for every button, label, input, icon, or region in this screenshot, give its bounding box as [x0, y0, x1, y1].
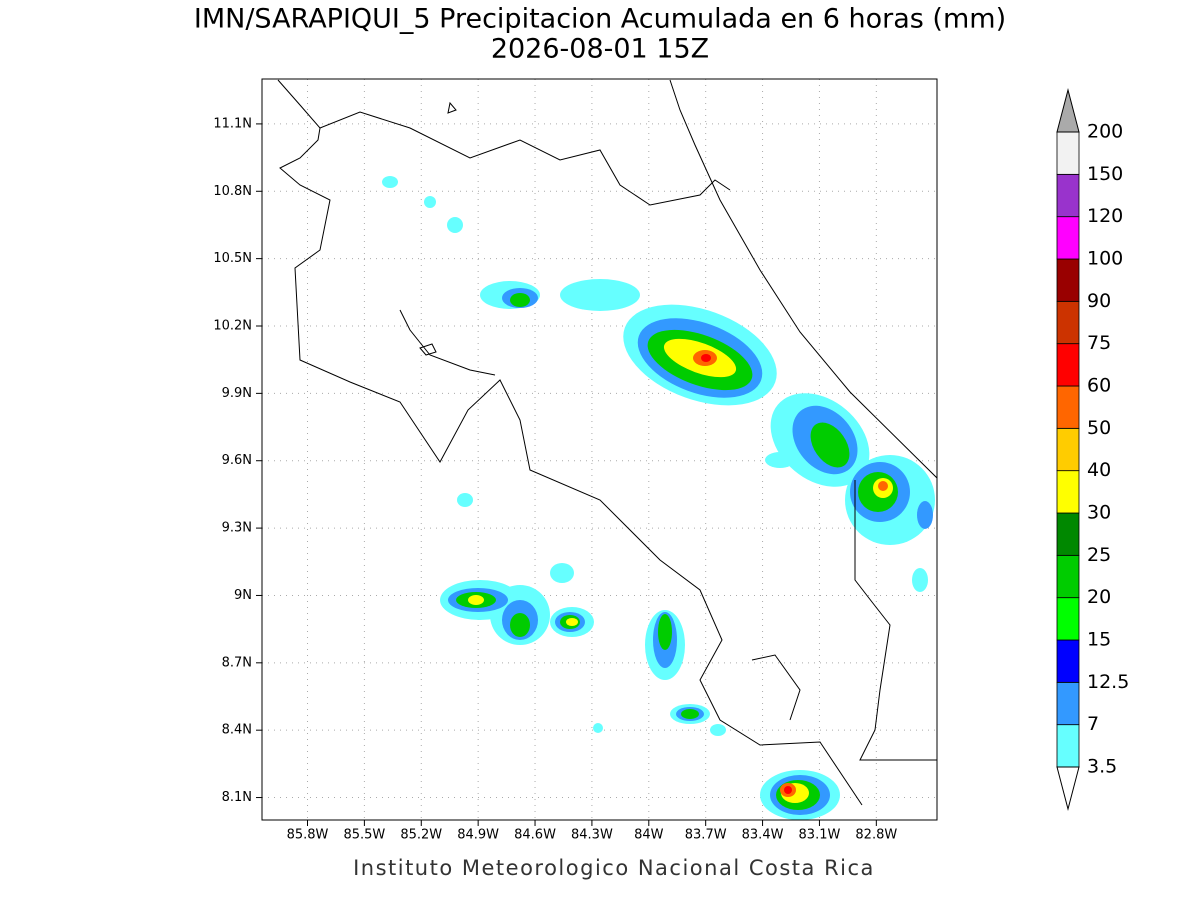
- lon-tick-label: 85.2W: [400, 828, 442, 843]
- colorbar-label: 7: [1087, 713, 1099, 735]
- precipitation: [382, 176, 935, 820]
- lat-tick-label: 8.7N: [222, 655, 252, 670]
- lon-tick-label: 85.5W: [343, 828, 385, 843]
- lat-tick-label: 10.8N: [213, 184, 252, 199]
- colorbar-label: 60: [1087, 375, 1111, 397]
- map-frame: [261, 78, 938, 821]
- colorbar: 3.5 7 12.5 15 20 25 30 40 50 60 75 90 100 120 150 200: [1056, 88, 1129, 811]
- colorbar-over: [1056, 88, 1080, 133]
- colorbar-label: 75: [1087, 332, 1111, 354]
- colorbar-box: [1056, 597, 1080, 641]
- lat-tick-label: 8.4N: [222, 723, 252, 738]
- subtitle: 2026-08-01 15Z: [491, 34, 709, 65]
- lon-tick-label: 83.1W: [799, 828, 841, 843]
- colorbar-label: 40: [1087, 459, 1111, 481]
- colorbar-box: [1056, 427, 1080, 472]
- colorbar-label: 25: [1087, 544, 1111, 566]
- lon-tick-label: 83.4W: [742, 828, 784, 843]
- colorbar-label: 100: [1087, 248, 1123, 270]
- colorbar-label: 3.5: [1087, 756, 1117, 778]
- colorbar-box: [1056, 343, 1080, 387]
- colorbar-label: 20: [1087, 586, 1111, 608]
- colorbar-box: [1056, 385, 1080, 429]
- colorbar-box: [1056, 173, 1080, 218]
- footer: Instituto Meteorologico Nacional Costa R…: [353, 856, 875, 880]
- lon-tick-label: 84.3W: [571, 828, 613, 843]
- colorbar-box: [1056, 470, 1080, 514]
- colorbar-box: [1056, 216, 1080, 260]
- colorbar-box: [1056, 681, 1080, 726]
- colorbar-label: 12.5: [1087, 671, 1129, 693]
- colorbar-label: 150: [1087, 163, 1123, 185]
- colorbar-label: 30: [1087, 502, 1111, 524]
- colorbar-label: 15: [1087, 629, 1111, 651]
- colorbar-label: 50: [1087, 417, 1111, 439]
- colorbar-box: [1056, 258, 1080, 302]
- lat-tick-label: 10.2N: [213, 319, 252, 334]
- lon-tick-label: 84.9W: [457, 828, 499, 843]
- lon-tick-label: 82.8W: [855, 828, 897, 843]
- lat-tick-label: 9N: [234, 588, 252, 603]
- colorbar-box: [1056, 639, 1080, 683]
- colorbar-box: [1056, 724, 1080, 768]
- lat-tick-label: 9.9N: [222, 386, 252, 401]
- coastlines: [277, 79, 937, 806]
- colorbar-under: [1056, 766, 1080, 811]
- colorbar-label: 200: [1087, 121, 1123, 143]
- lon-tick-label: 85.8W: [287, 828, 329, 843]
- colorbar-box: [1056, 300, 1080, 345]
- lat-tick-label: 9.6N: [222, 453, 252, 468]
- lat-tick-label: 10.5N: [213, 251, 252, 266]
- colorbar-box: [1056, 131, 1080, 175]
- grid: [256, 79, 937, 826]
- title: IMN/SARAPIQUI_5 Precipitacion Acumulada …: [194, 4, 1006, 35]
- colorbar-box: [1056, 554, 1080, 599]
- lon-tick-label: 83.7W: [685, 828, 727, 843]
- lat-tick-label: 11.1N: [213, 116, 252, 131]
- lat-tick-label: 8.1N: [222, 790, 252, 805]
- lon-tick-label: 84.6W: [514, 828, 556, 843]
- lat-tick-label: 9.3N: [222, 521, 252, 536]
- colorbar-label: 90: [1087, 290, 1111, 312]
- lon-tick-label: 84W: [634, 828, 664, 843]
- colorbar-label: 120: [1087, 205, 1123, 227]
- colorbar-box: [1056, 512, 1080, 556]
